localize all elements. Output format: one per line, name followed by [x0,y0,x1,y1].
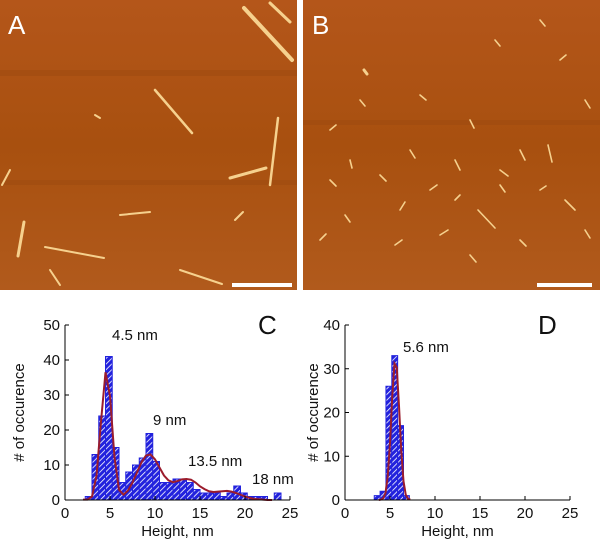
bar [199,492,208,501]
y-tick-label: 20 [323,405,340,422]
bar [206,492,214,501]
y-tick-label: 10 [323,448,340,465]
y-tick-label: 50 [43,317,60,334]
x-tick-label: 15 [192,505,209,522]
y-tick-label: 0 [332,492,340,509]
y-tick-label: 20 [43,422,60,439]
y-tick-label: 30 [43,387,60,404]
x-tick-label: 25 [282,505,299,522]
bar [192,489,201,501]
x-axis-label: Height, nm [141,523,214,540]
y-tick-label: 40 [43,352,60,369]
y-tick-label: 10 [43,457,60,474]
y-axis-label: # of occurence [11,363,28,461]
x-tick-label: 5 [386,505,394,522]
x-tick-label: 20 [237,505,254,522]
panel-label: D [538,310,557,340]
y-tick-label: 40 [323,317,340,334]
bar [226,492,235,501]
bar [273,492,282,501]
afm-image-a [0,0,297,290]
bar [111,447,120,501]
image-label: A [8,10,26,40]
image-label: B [312,10,329,40]
x-tick-label: 0 [61,505,69,522]
x-tick-label: 5 [106,505,114,522]
panel-label: C [258,310,277,340]
bar [179,478,187,501]
y-tick-label: 30 [323,361,340,378]
bar [165,482,174,501]
bar [145,433,154,501]
x-tick-label: 10 [147,505,164,522]
fit-curve [83,372,272,501]
bar [213,492,221,501]
peak-annotation: 4.5 nm [112,327,158,344]
histogram-panel: 0 10 20 30 40 50 0 5 10 15 20 25 Height, nm # of occu… [11,310,298,540]
histogram-panel: 0 10 20 30 40 0 5 10 15 20 25 Height, nm # of occure… [305,310,578,540]
x-tick-label: 10 [427,505,444,522]
bar [159,482,167,501]
afm-image-b [303,0,600,290]
fit-curve [378,360,411,501]
bar [186,482,194,501]
x-tick-label: 0 [341,505,349,522]
bar [219,496,228,501]
x-tick-label: 20 [517,505,534,522]
peak-annotation: 9 nm [153,412,186,429]
peak-annotation: 13.5 nm [188,453,242,470]
y-tick-label: 0 [52,492,60,509]
x-tick-label: 25 [562,505,579,522]
peak-annotation: 5.6 nm [403,339,449,356]
y-axis-label: # of occurence [305,363,322,461]
peak-annotation: 18 nm [252,471,294,488]
x-tick-label: 15 [472,505,489,522]
x-axis-label: Height, nm [421,523,494,540]
